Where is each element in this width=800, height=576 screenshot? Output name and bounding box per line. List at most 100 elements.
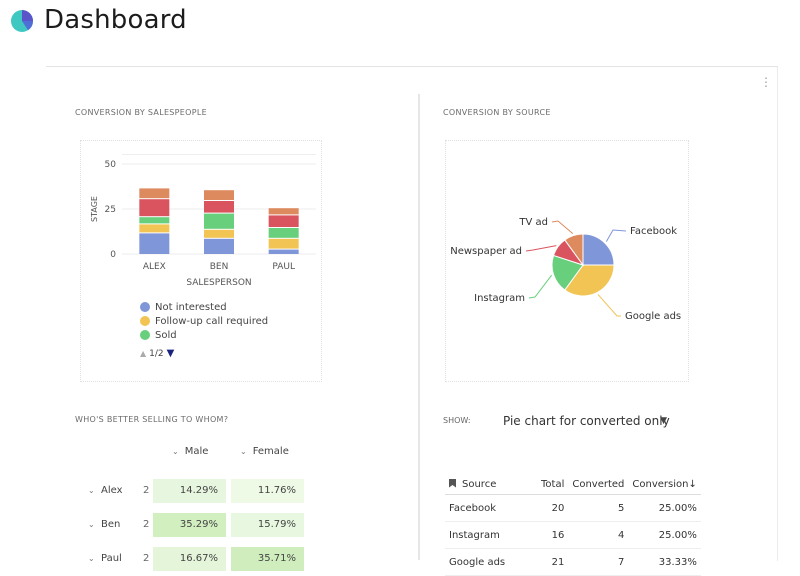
bar-segment [268,228,299,238]
column-header-converted[interactable]: Converted [568,474,629,495]
y-axis-label: STAGE [90,196,99,222]
pie-slice-label: TV ad [518,217,548,228]
page-title: Dashboard [44,5,187,35]
column-header-total[interactable]: Total [537,474,569,495]
pie-connector [528,274,553,299]
chart-legend: Not interested Follow-up call required S… [140,300,268,342]
row-count: 2 [143,553,150,564]
plot-top-border [122,154,316,155]
cell-total: 21 [537,548,569,576]
caret-down-icon: ▼ [660,416,667,426]
cell-total: 20 [537,494,569,522]
legend-item: Not interested [140,300,268,314]
pie-slice-label: Google ads [625,311,681,322]
chevron-down-icon: ⌄ [240,447,247,456]
male-cell: 14.29% [153,479,226,503]
female-cell: 11.76% [231,479,304,503]
pie-chart: Facebook Google ads Instagram Newspaper ad T… [450,217,681,322]
legend-swatch [140,302,150,312]
chevron-down-icon[interactable]: ⌄ [88,520,95,529]
cell-source: Instagram [445,521,537,549]
column-header-source[interactable]: Source [445,474,537,495]
bookmark-icon [449,478,456,488]
table-row: Facebook 20 5 25.00% [445,494,701,522]
pie-slice-label: Instagram [474,293,525,304]
bar-segment [139,233,170,254]
row-label: Alex [101,485,123,496]
bar-segment [268,215,299,227]
bar-segment [139,217,170,224]
pie-slice [564,264,615,297]
chevron-down-icon[interactable]: ⌄ [88,486,95,495]
column-label: Conversion [632,478,689,490]
male-cell: 16.67% [153,547,226,571]
pie-connector [597,294,621,317]
cell-source: Google ads [445,548,537,576]
pie-connector [551,220,574,234]
bar-segment [139,188,170,199]
chevron-down-icon: ⌄ [172,447,179,456]
column-header-female[interactable]: ⌄ Female [240,446,289,457]
column-header-male[interactable]: ⌄ Male [172,446,208,457]
pie-connector [605,229,627,242]
salespeople-section-title: CONVERSION BY SALESPEOPLE [75,108,207,117]
x-tick-label: PAUL [272,262,295,272]
sort-desc-icon: ↓ [688,478,697,490]
app-header: Dashboard [0,0,800,46]
x-axis-label: SALESPERSON [186,278,251,288]
cell-conversion: 25.00% [628,494,701,522]
whos-better-section-title: WHO'S BETTER SELLING TO WHOM? [75,415,229,424]
show-dropdown[interactable]: Pie chart for converted only ▼ [495,410,675,432]
table-row: Google ads 21 7 33.33% [445,548,701,576]
cell-converted: 5 [568,494,629,522]
pager-text: 1/2 [149,348,164,359]
bar-segment [268,208,299,215]
male-cell: 35.29% [153,513,226,537]
more-options-icon[interactable]: ⋮ [760,75,772,89]
row-count: 2 [143,485,150,496]
bar-segment [268,249,299,254]
column-label: Source [462,478,497,490]
cell-conversion: 33.33% [628,548,701,576]
y-tick-label: 0 [110,250,116,260]
bar-segment [204,190,234,200]
source-chart-card [445,140,689,382]
source-section-title: CONVERSION BY SOURCE [443,108,551,117]
pie-logo-icon [11,10,33,32]
bar-segment [204,201,234,213]
x-tick-label: ALEX [143,262,166,272]
row-label: Paul [101,553,122,564]
legend-item: Sold [140,328,268,342]
cell-converted: 4 [568,521,629,549]
source-table: Source Total Converted Conversion↓ Faceb… [445,474,701,576]
stacked-bar-chart: 0 25 50 STAGE ALEX BEN PAUL SALESPERSON [90,154,316,288]
pager-up-icon[interactable]: ▲ [140,349,147,358]
legend-swatch [140,316,150,326]
bar-segment [204,238,234,254]
cell-total: 16 [537,521,569,549]
bar-segment [204,229,234,238]
show-dropdown-value: Pie chart for converted only [503,414,670,428]
show-label: SHOW: [443,416,471,425]
pie-slice-label: Facebook [630,226,677,237]
pie-slice [564,233,584,267]
female-cell: 35.71% [231,547,304,571]
legend-pager: ▲ 1/2 ▼ [140,348,174,359]
y-tick-label: 50 [105,160,117,170]
column-label: Female [252,446,289,457]
cell-converted: 7 [568,548,629,576]
pager-down-icon[interactable]: ▼ [166,348,175,359]
chevron-down-icon[interactable]: ⌄ [88,554,95,563]
column-label: Male [184,446,209,457]
pie-connector [525,245,557,252]
column-header-conversion[interactable]: Conversion↓ [628,474,701,495]
legend-label: Not interested [155,301,227,313]
legend-item: Follow-up call required [140,314,268,328]
row-label: Ben [101,519,121,530]
pie-slice [582,233,615,266]
bar-segment [139,224,170,233]
bar-segment [204,213,234,229]
bar-segment [139,199,170,217]
row-count: 2 [143,519,150,530]
female-cell: 15.79% [231,513,304,537]
